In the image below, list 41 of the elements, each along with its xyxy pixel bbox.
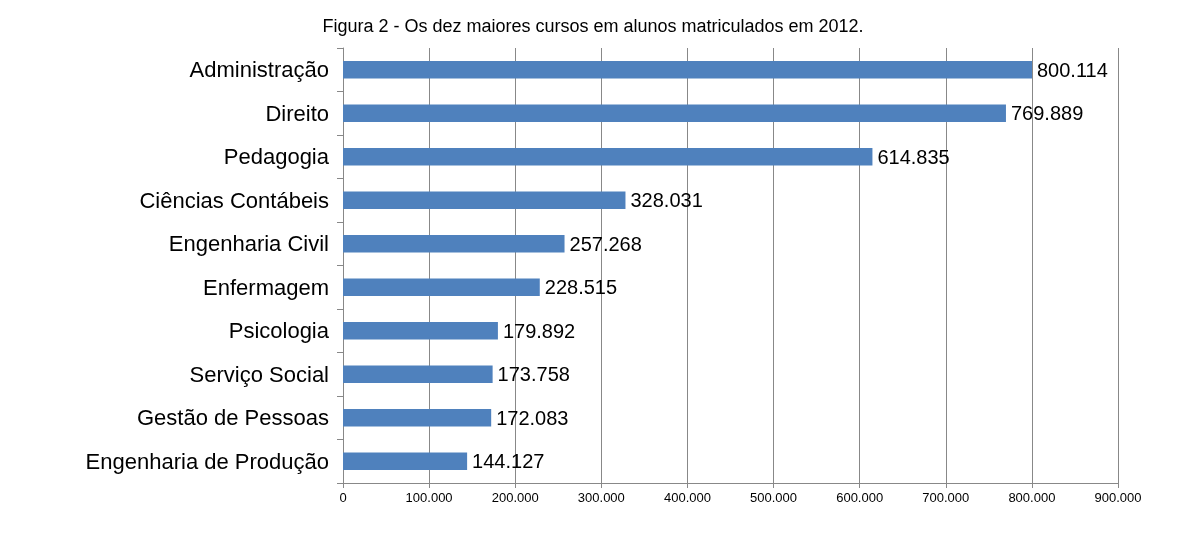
x-tick-label: 300.000: [577, 490, 625, 505]
bar: [343, 148, 873, 166]
x-tick-label: 400.000: [663, 490, 711, 505]
data-label: 769.889: [1010, 102, 1084, 125]
y-tick-label: Direito: [265, 100, 329, 126]
bar: [343, 452, 468, 470]
x-tick-label: 900.000: [1094, 490, 1142, 505]
data-label: 173.758: [497, 363, 570, 386]
x-tick-label: 800.000: [1008, 490, 1056, 505]
y-tick-label: Enfermagem: [203, 274, 329, 300]
data-label: 172.083: [496, 406, 569, 429]
y-tick-label: Gestão de Pessoas: [136, 405, 329, 431]
y-tick-label: Serviço Social: [189, 361, 329, 387]
x-tick-label: 0: [339, 490, 347, 505]
bar: [343, 278, 540, 296]
data-label: 614.835: [877, 145, 950, 168]
y-tick-label: Administração: [189, 57, 329, 83]
data-label: 328.031: [630, 189, 703, 212]
bar: [343, 61, 1032, 79]
data-label: 800.114: [1036, 58, 1108, 81]
y-tick-label: Engenharia Civil: [168, 231, 329, 257]
x-tick-label: 100.000: [405, 490, 453, 505]
bar: [343, 191, 626, 209]
bar: [343, 104, 1006, 122]
data-label: 144.127: [472, 450, 545, 473]
x-tick-label: 500.000: [750, 490, 798, 505]
x-tick-label: 700.000: [922, 490, 970, 505]
x-tick-label: 600.000: [836, 490, 884, 505]
bar: [343, 322, 498, 340]
bar: [343, 409, 492, 427]
data-label: 228.515: [544, 276, 618, 299]
y-tick-label: Psicologia: [228, 318, 330, 344]
bar: [343, 365, 493, 383]
bar: [343, 235, 565, 253]
data-label: 257.268: [569, 232, 642, 255]
data-label: 179.892: [502, 319, 576, 342]
y-tick-label: Ciências Contábeis: [139, 187, 329, 213]
chart-title: Figura 2 - Os dez maiores cursos em alunos matriculados em 2012.: [322, 16, 864, 36]
y-tick-label: Pedagogia: [223, 144, 330, 170]
y-tick-label: Engenharia de Produção: [85, 448, 329, 474]
x-tick-label: 200.000: [491, 490, 539, 505]
